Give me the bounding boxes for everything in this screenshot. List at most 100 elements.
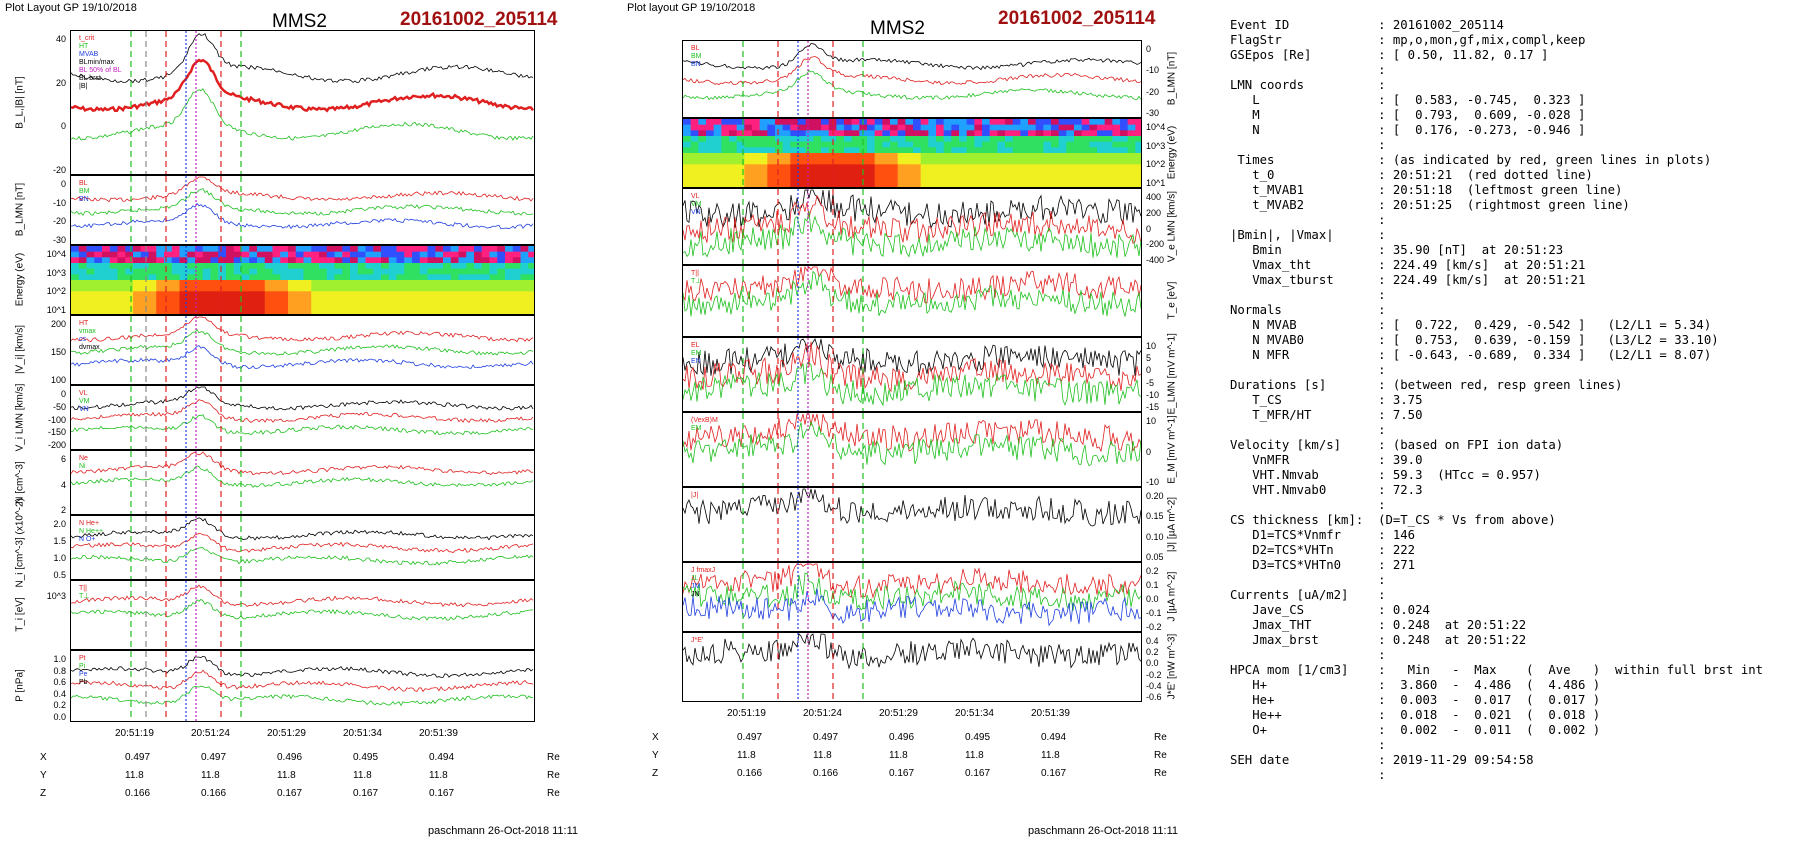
spectrogram-cell [959, 119, 968, 126]
left-panel-6: Ne Ni [70, 450, 535, 515]
spectrogram-cell [1028, 136, 1037, 143]
spectrogram-cell [295, 297, 305, 304]
spectrogram-cell [497, 280, 506, 287]
spectrogram-cell [767, 130, 776, 137]
spectrogram-cell [481, 308, 491, 314]
spectrogram-cell [966, 153, 976, 160]
spectrogram-cell [1051, 175, 1060, 183]
spectrogram-cell [280, 251, 289, 259]
spectrogram-cell [505, 302, 514, 310]
spectrogram-cell [775, 181, 784, 187]
spectrogram-cell [721, 153, 730, 160]
spectrogram-cell [334, 302, 344, 310]
spectrogram-cell [1074, 147, 1083, 154]
spectrogram-cell [350, 274, 359, 281]
spectrogram-cell [288, 251, 297, 259]
spectrogram-cell [435, 251, 444, 259]
spectrogram-cell [326, 246, 336, 253]
spectrogram-cell [874, 147, 884, 154]
spectrogram-cell [1097, 181, 1106, 187]
coord-row-value: 0.167 [353, 788, 379, 799]
spectrogram-cell [218, 297, 227, 304]
legend-entry: T|| [691, 270, 699, 277]
spectrogram-cell [427, 285, 437, 293]
spectrogram-cell [913, 153, 922, 160]
spectrogram-cell [1005, 181, 1014, 187]
spectrogram-cell [117, 302, 127, 310]
spectrogram-cell [1089, 141, 1098, 149]
spectrogram-cell [851, 170, 861, 177]
spectrogram-cell [466, 302, 475, 310]
y-tick-label: 200 [1146, 207, 1162, 218]
spectrogram-cell [1120, 147, 1129, 154]
spectrogram-cell [148, 302, 158, 310]
spectrogram-cell [1135, 158, 1141, 166]
spectrogram-cell [218, 285, 227, 293]
spectrogram-cell [202, 268, 212, 276]
spectrogram-cell [782, 170, 792, 177]
spectrogram-cell [1035, 158, 1045, 166]
legend-entry: BN [691, 61, 701, 68]
spectrogram-cell [280, 268, 289, 276]
time-tick-label: 20:51:29 [267, 728, 306, 739]
spectrogram-cell [427, 251, 437, 259]
spectrogram-cell [365, 246, 375, 253]
spectrogram-cell [218, 280, 227, 287]
spectrogram-cell [102, 280, 111, 287]
coord-row-label: Z [652, 768, 659, 779]
y-tick-label: 0.6 [53, 677, 66, 688]
spectrogram-cell [729, 158, 738, 166]
coord-row-value: 11.8 [125, 770, 144, 781]
spectrogram-cell [528, 291, 534, 298]
spectrogram-cell [706, 175, 715, 183]
spectrogram-cell [443, 291, 452, 298]
spectrogram-cell [179, 274, 189, 281]
spectrogram-cell [365, 263, 375, 270]
spectrogram-cell [505, 280, 514, 287]
spectrogram-cell [233, 251, 243, 259]
spectrogram-cell [989, 153, 999, 160]
spectrogram-cell [443, 246, 452, 253]
y-tick-label: 0.0 [1146, 594, 1159, 604]
spectrogram-cell [844, 136, 853, 143]
spectrogram-cell [706, 124, 715, 132]
spectrogram-cell [195, 302, 204, 310]
y-tick-label: -15 [1146, 402, 1160, 412]
spectrogram-cell [775, 170, 784, 177]
spectrogram-cell [752, 136, 761, 143]
spectrogram-cell [357, 251, 367, 259]
coord-row-value: 0.495 [353, 752, 379, 763]
spectrogram-cell [1043, 158, 1052, 166]
spectrogram-cell [117, 274, 127, 281]
spectrogram-cell [303, 302, 313, 310]
spectrogram-cell [890, 175, 899, 183]
spectrogram-cell [1028, 119, 1037, 126]
spectrogram-cell [226, 302, 235, 310]
spectrogram-cell [1081, 136, 1091, 143]
legend-entry: Ne [79, 455, 88, 462]
spectrogram-cell [805, 175, 815, 183]
spectrogram-cell [404, 302, 413, 310]
spectrogram-cell [102, 251, 111, 259]
spectrogram-cell [171, 297, 181, 304]
spectrogram-cell [989, 181, 999, 187]
spectrogram-cell [920, 170, 930, 177]
spectrogram-cell [890, 130, 899, 137]
spectrogram-cell [86, 280, 96, 287]
spectrogram-cell [1127, 124, 1137, 132]
spectrogram-cell [1074, 164, 1083, 171]
spectrogram-cell [264, 274, 274, 281]
spectrogram-cell [264, 257, 274, 264]
spectrogram-cell [357, 268, 367, 276]
spectrogram-cell [109, 251, 119, 259]
spectrogram-cell [156, 257, 165, 264]
spectrogram-cell [512, 268, 522, 276]
y-tick-label: 20 [55, 77, 66, 88]
coord-row-value: 0.166 [813, 768, 839, 779]
spectrogram-cell [913, 170, 922, 177]
spectrogram-cell [210, 291, 220, 298]
spectrogram-cell [752, 119, 761, 126]
spectrogram-cell [474, 291, 483, 298]
spectrogram-cell [125, 263, 134, 270]
spectrogram-cell [744, 175, 753, 183]
